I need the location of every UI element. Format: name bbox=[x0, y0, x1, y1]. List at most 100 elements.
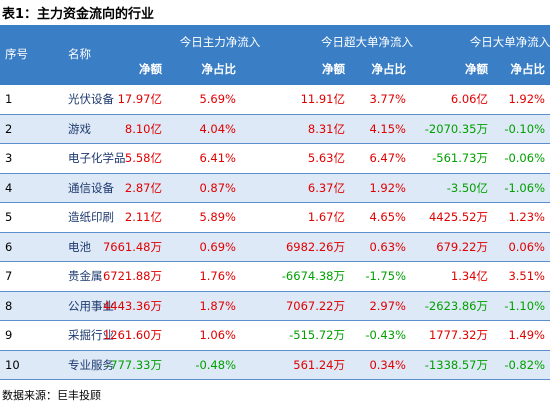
table-cell: 1.34亿 bbox=[450, 269, 488, 283]
table-cell: -0.43% bbox=[365, 328, 406, 342]
table-cell: 3.77% bbox=[369, 92, 406, 106]
table-cell: 2.87亿 bbox=[124, 180, 162, 195]
table-cell: 5.58亿 bbox=[124, 151, 162, 165]
column-header: 净占比 bbox=[201, 62, 237, 76]
table-cell: -1.06% bbox=[504, 180, 545, 195]
table-cell: 3.51% bbox=[508, 269, 545, 283]
industry-name: 电池 bbox=[68, 239, 91, 254]
table-row: 3 电子化学品 5.58亿 6.41% 5.63亿 6.47% -561.73万 -0.06% bbox=[0, 144, 550, 174]
table-row: 8 公用事业 4443.36万 1.87% 7067.22万 2.97% -2623.86万… bbox=[0, 291, 550, 321]
table-cell: -1338.57万 bbox=[424, 357, 488, 372]
table-cell: 8 bbox=[5, 298, 13, 313]
group-header: 今日主力净流入 bbox=[179, 35, 261, 49]
industry-name: 公用事业 bbox=[68, 298, 114, 313]
table-cell: 4.15% bbox=[369, 121, 406, 136]
table-cell: 1.49% bbox=[508, 328, 545, 342]
table-cell: 0.87% bbox=[199, 180, 236, 195]
column-header: 净占比 bbox=[371, 62, 407, 76]
table-cell: -1.10% bbox=[504, 298, 545, 313]
table-row: 2 游戏 8.10亿 4.04% 8.31亿 4.15% -2070.35万 -0.10% bbox=[0, 114, 550, 144]
table-cell: 6.47% bbox=[369, 151, 406, 165]
table-cell: 0.06% bbox=[508, 239, 545, 254]
table-cell: 1.06% bbox=[199, 328, 236, 342]
industry-name: 通信设备 bbox=[68, 180, 114, 195]
table-row: 5 造纸印刷 2.11亿 5.89% 1.67亿 4.65% 4425.52万 1.23% bbox=[0, 203, 550, 233]
table-cell: 8.10亿 bbox=[124, 121, 162, 136]
column-header: 净额 bbox=[465, 62, 488, 76]
column-header: 净额 bbox=[322, 62, 345, 76]
column-header: 序号 bbox=[5, 47, 28, 61]
table-cell: 4425.52万 bbox=[428, 210, 488, 224]
table-cell: 5.89% bbox=[199, 210, 236, 224]
industry-name: 采掘行业 bbox=[68, 328, 114, 342]
table-row: 6 电池 7661.48万 0.69% 6982.26万 0.63% 679.22万 0.06… bbox=[0, 232, 550, 262]
table-cell: 7 bbox=[5, 269, 13, 283]
table-cell: 1 bbox=[5, 92, 13, 106]
group-header: 今日超大单净流入 bbox=[321, 35, 413, 49]
table-cell: 0.34% bbox=[369, 357, 406, 372]
table-cell: 561.24万 bbox=[293, 357, 345, 372]
industry-name: 专业服务 bbox=[68, 357, 114, 372]
table-header: 今日主力净流入 今日超大单净流入 今日大单净流入序号 名称净额 净占比 净额 净占比 净额 净占… bbox=[0, 25, 550, 85]
table-cell: 4443.36万 bbox=[102, 298, 162, 313]
column-header: 净占比 bbox=[510, 62, 546, 76]
table-cell: -2623.86万 bbox=[424, 298, 488, 313]
table-cell: 1777.32万 bbox=[428, 328, 488, 342]
table-row: 9 采掘行业 1261.60万 1.06% -515.72万 -0.43% 1777.32万… bbox=[0, 321, 550, 351]
table-cell: -777.33万 bbox=[106, 357, 162, 372]
table-cell: 7661.48万 bbox=[102, 239, 162, 254]
table-cell: 4.04% bbox=[199, 121, 236, 136]
table-cell: 6.41% bbox=[199, 151, 236, 165]
table-cell: 6.06亿 bbox=[450, 92, 488, 106]
table-cell: 1.87% bbox=[199, 298, 236, 313]
table-cell: 1.76% bbox=[199, 269, 236, 283]
column-header: 净额 bbox=[139, 62, 162, 76]
industry-name: 游戏 bbox=[68, 121, 91, 136]
table-cell: 6.37亿 bbox=[307, 180, 345, 195]
table-cell: -0.06% bbox=[504, 151, 545, 165]
group-header: 今日大单净流入 bbox=[469, 35, 550, 49]
table-title: 表1：主力资金流向的行业 bbox=[2, 7, 155, 22]
column-header: 名称 bbox=[68, 47, 91, 61]
table-cell: 6 bbox=[5, 239, 13, 254]
source-note: 数据来源：巨丰投顾 bbox=[2, 389, 101, 402]
table-cell: 11.91亿 bbox=[300, 92, 345, 106]
table-cell: 5.63亿 bbox=[307, 151, 345, 165]
industry-name: 贵金属 bbox=[68, 269, 103, 283]
table-cell: 10 bbox=[5, 357, 20, 372]
table-cell: 17.97亿 bbox=[117, 92, 162, 106]
table-cell: 1.67亿 bbox=[307, 210, 345, 224]
industry-name: 光伏设备 bbox=[68, 92, 114, 106]
table-cell: 5 bbox=[5, 210, 13, 224]
industry-name: 造纸印刷 bbox=[68, 210, 114, 224]
table-cell: -561.73万 bbox=[432, 151, 488, 165]
table-cell: 2.11亿 bbox=[124, 210, 162, 224]
table-cell: 3 bbox=[5, 151, 13, 165]
table-cell: -0.82% bbox=[504, 357, 545, 372]
table-cell: -0.48% bbox=[195, 357, 236, 372]
table-cell: -2070.35万 bbox=[424, 121, 488, 136]
table-cell: -3.50亿 bbox=[446, 180, 488, 195]
table-cell: 7067.22万 bbox=[285, 298, 345, 313]
table-row: 4 通信设备 2.87亿 0.87% 6.37亿 1.92% -3.50亿 -1.06% bbox=[0, 173, 550, 203]
table-cell: 0.63% bbox=[369, 239, 406, 254]
table-cell: 6721.88万 bbox=[102, 269, 162, 283]
table-cell: -1.75% bbox=[365, 269, 406, 283]
table-cell: 2 bbox=[5, 121, 13, 136]
table-cell: 4.65% bbox=[369, 210, 406, 224]
table-row: 10 专业服务 -777.33万 -0.48% 561.24万 0.34% -1338.57… bbox=[0, 350, 550, 380]
table-cell: 8.31亿 bbox=[307, 121, 345, 136]
table-cell: 9 bbox=[5, 328, 13, 342]
table-row: 7 贵金属 6721.88万 1.76% -6674.38万 -1.75% 1.34亿 3.5… bbox=[0, 262, 550, 292]
table-cell: 1.92% bbox=[369, 180, 406, 195]
table-cell: 1.23% bbox=[508, 210, 545, 224]
table-cell: 2.97% bbox=[369, 298, 406, 313]
table-cell: 1.92% bbox=[508, 92, 545, 106]
industry-name: 电子化学品 bbox=[68, 151, 126, 165]
table-cell: -6674.38万 bbox=[281, 269, 345, 283]
table-cell: -0.10% bbox=[504, 121, 545, 136]
table-cell: 0.69% bbox=[199, 239, 236, 254]
table-cell: 1261.60万 bbox=[102, 328, 162, 342]
table-cell: -515.72万 bbox=[289, 328, 345, 342]
